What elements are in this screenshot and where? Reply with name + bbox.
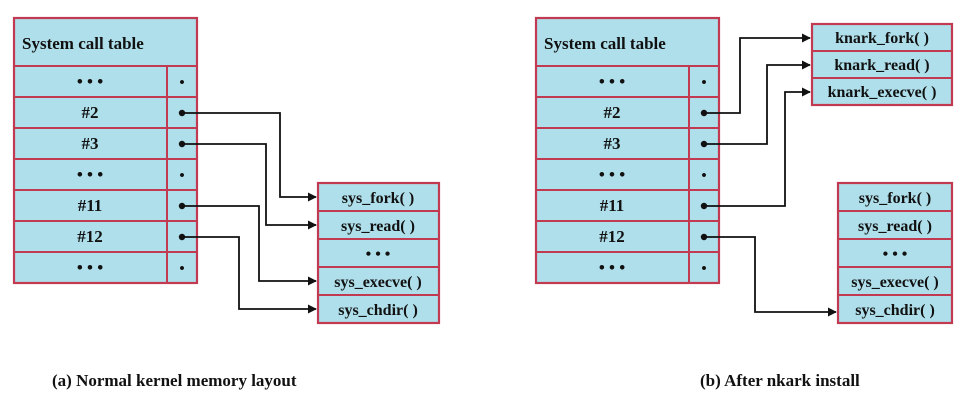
pointer-dot-a-1: •	[179, 75, 184, 91]
table-outline-a	[12, 16, 199, 285]
arrow-a-3-to-read	[182, 143, 317, 230]
arrow-a-2-to-fork	[182, 112, 317, 202]
targets-outline-b	[836, 181, 954, 325]
table-header-b	[535, 17, 720, 67]
row-label-a-7: • • •	[77, 258, 103, 277]
target-box-a-5	[317, 294, 440, 324]
pointer-dot-b-1: •	[701, 75, 706, 91]
panel-a: System call table • • • • #2 #3 • • • • …	[12, 16, 441, 325]
pointer-dot-b-7: •	[701, 261, 706, 277]
target-box-b-4	[837, 266, 953, 296]
row-label-a-4: • • •	[77, 165, 103, 184]
target-label-b-5: sys_chdir( )	[855, 302, 935, 319]
table-row-a-7	[13, 251, 168, 284]
target-label-a-5: sys_chdir( )	[338, 302, 418, 319]
knark-label-b-1: knark_fork( )	[835, 30, 929, 47]
table-row-a-6	[13, 220, 168, 253]
arrow-b-2-to-knark-fork	[704, 33, 811, 114]
target-label-b-3: • • •	[883, 246, 908, 263]
target-label-b-2: sys_read( )	[858, 218, 932, 235]
row-label-a-1: • • •	[77, 72, 103, 91]
arrow-b-3-to-knark-read	[704, 60, 811, 145]
arrow-a-11-to-execve	[182, 205, 317, 286]
row-label-b-3: #3	[604, 134, 621, 153]
pointer-dot-a-7: •	[179, 261, 184, 277]
row-label-b-5: #11	[600, 196, 625, 215]
row-label-b-1: • • •	[599, 72, 625, 91]
knark-label-b-2: knark_read( )	[834, 57, 929, 74]
pointer-arrows-b	[700, 33, 837, 317]
target-label-b-1: sys_fork( )	[859, 190, 931, 207]
pointer-cell-b-4	[688, 158, 720, 191]
syscall-table-a: System call table • • • • #2 #3 • • • • …	[12, 16, 199, 285]
arrow-b-11-to-knark-execve	[704, 87, 811, 207]
syscall-table-b: System call table • • • • #2 #3 • • • • …	[534, 16, 721, 285]
panel-b: System call table • • • • #2 #3 • • • • …	[534, 16, 954, 325]
row-label-b-2: #2	[604, 103, 621, 122]
arrow-b-12-to-chdir	[704, 236, 837, 317]
target-label-a-1: sys_fork( )	[342, 190, 414, 207]
knark-label-b-3: knark_execve( )	[828, 84, 937, 101]
row-label-a-5: #11	[78, 196, 103, 215]
table-title-b: System call table	[544, 34, 666, 53]
caption-panel-b: (b) After nkark install	[700, 371, 860, 390]
pointer-dot-a-4: •	[179, 168, 184, 184]
target-label-a-4: sys_execve( )	[334, 274, 422, 291]
pointer-arrows-a	[178, 109, 317, 314]
target-label-b-4: sys_execve( )	[851, 274, 939, 291]
syscall-targets-a: sys_fork( ) sys_read( ) • • • sys_execve…	[316, 181, 441, 325]
knark-outline-b	[810, 22, 954, 107]
target-box-a-2	[317, 210, 440, 240]
row-label-a-2: #2	[82, 103, 99, 122]
targets-outline-a	[316, 181, 441, 325]
caption-panel-a: (a) Normal kernel memory layout	[52, 371, 297, 390]
row-label-b-7: • • •	[599, 258, 625, 277]
row-label-b-6: #12	[599, 227, 625, 246]
target-label-a-3: • • •	[366, 246, 391, 263]
row-label-b-4: • • •	[599, 165, 625, 184]
row-label-a-6: #12	[77, 227, 103, 246]
arrow-a-12-to-chdir	[182, 236, 317, 314]
table-title-a: System call table	[22, 34, 144, 53]
row-label-a-3: #3	[82, 134, 99, 153]
pointer-dot-b-4: •	[701, 168, 706, 184]
syscall-targets-b: sys_fork( ) sys_read( ) • • • sys_execve…	[836, 181, 954, 325]
knark-targets-b: knark_fork( ) knark_read( ) knark_execve…	[810, 22, 954, 107]
table-outline-b	[534, 16, 721, 285]
target-label-a-2: sys_read( )	[341, 218, 415, 235]
